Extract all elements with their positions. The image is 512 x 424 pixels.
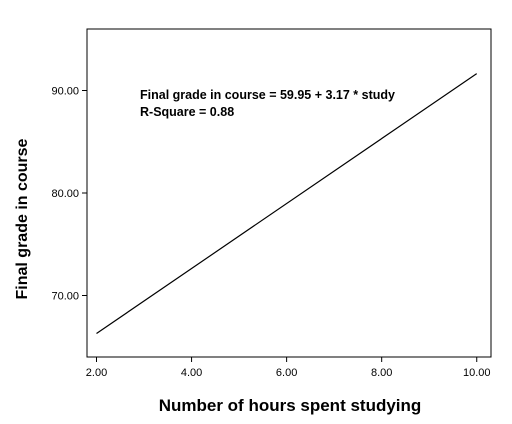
regression-equation: Final grade in course = 59.95 + 3.17 * s… (140, 88, 395, 102)
y-tick-label: 90.00 (51, 86, 79, 98)
x-tick-label: 2.00 (86, 367, 107, 379)
y-axis-ticks: 70.00 80.00 90.00 (51, 86, 87, 303)
x-tick-label: 6.00 (276, 367, 297, 379)
y-tick-label: 70.00 (51, 291, 79, 303)
x-tick-label: 4.00 (181, 367, 202, 379)
y-tick-label: 80.00 (51, 188, 79, 200)
x-axis-ticks: 2.00 4.00 6.00 8.00 10.00 (86, 357, 491, 379)
r-square-label: R-Square = 0.88 (140, 105, 234, 119)
y-axis-title: Final grade in course (14, 138, 31, 299)
x-axis-title: Number of hours spent studying (159, 396, 422, 415)
x-tick-label: 8.00 (371, 367, 392, 379)
x-tick-label: 10.00 (463, 367, 491, 379)
series-group (96, 73, 478, 334)
plot-frame (86, 28, 492, 358)
regression-line (96, 73, 478, 334)
